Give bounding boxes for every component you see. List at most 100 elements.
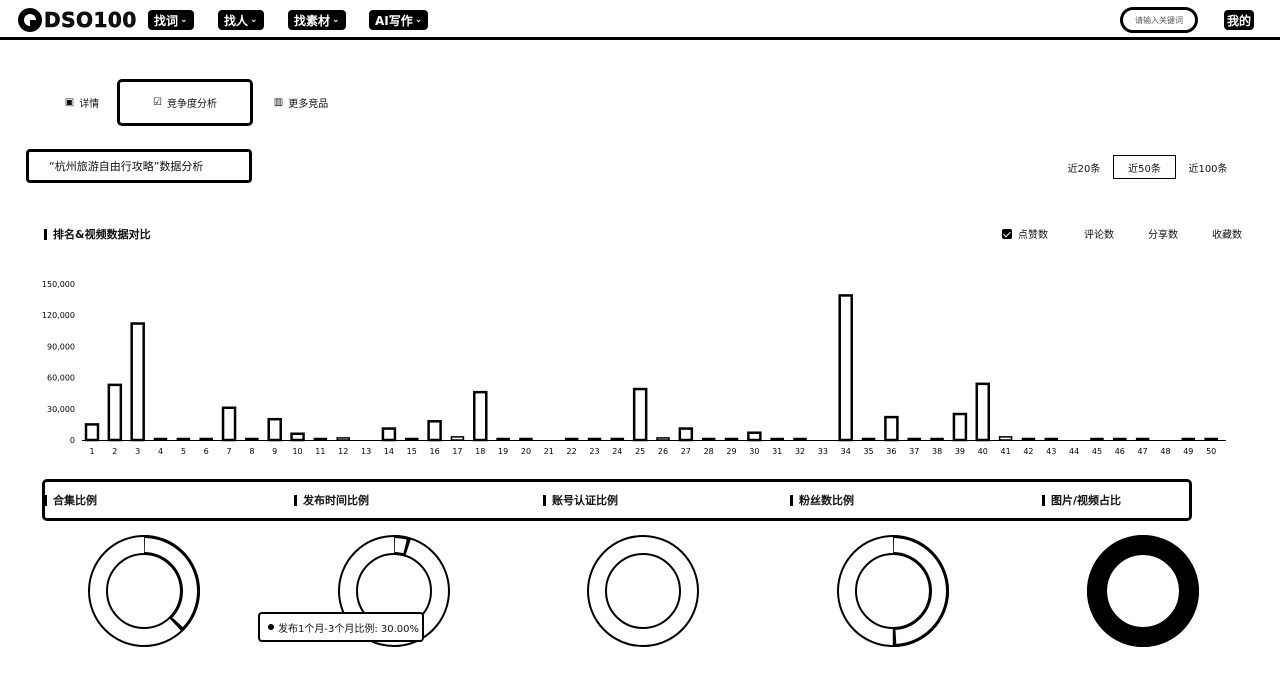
range-20[interactable]: 近20条	[1067, 163, 1101, 175]
bar[interactable]	[336, 437, 350, 441]
analysis-icon: ☑	[153, 97, 162, 108]
search-input[interactable]: 请输入关键词	[1120, 7, 1198, 33]
nav-item-find-people[interactable]: 找人 ⌄	[218, 10, 264, 30]
bar[interactable]	[450, 436, 465, 441]
bar[interactable]	[84, 423, 100, 442]
x-tick-label: 8	[249, 447, 254, 456]
bar[interactable]	[701, 437, 716, 441]
metric-likes[interactable]: 点赞数	[1002, 226, 1048, 241]
bar[interactable]	[770, 437, 784, 441]
x-tick-label: 34	[841, 447, 851, 456]
x-tick-label: 2	[112, 447, 117, 456]
bar[interactable]	[496, 437, 510, 441]
x-tick-label: 50	[1206, 447, 1216, 456]
bar[interactable]	[405, 437, 419, 441]
logo[interactable]: DSO100	[18, 8, 137, 32]
bar[interactable]	[564, 437, 579, 441]
donut-segment-fill	[91, 538, 197, 644]
stat-label: 合集比例	[53, 494, 97, 507]
bar[interactable]	[381, 427, 397, 442]
mine-menu[interactable]: 我的	[1224, 10, 1255, 30]
x-tick-label: 1	[89, 447, 94, 456]
section-title-text: 排名&视频数据对比	[53, 228, 151, 241]
x-tick-label: 43	[1046, 447, 1056, 456]
section-title: 排名&视频数据对比	[44, 226, 151, 242]
tab-competition-analysis[interactable]: ☑ 竞争度分析	[117, 79, 253, 126]
x-tick-label: 31	[772, 447, 782, 456]
nav-item-find-words[interactable]: 找词 ⌄	[148, 10, 194, 30]
bar[interactable]	[907, 437, 921, 441]
page-title: “杭州旅游自由行攻略”数据分析	[26, 149, 252, 183]
x-tick-label: 12	[338, 447, 348, 456]
stat-publish-time-ratio: 发布时间比例	[294, 492, 369, 508]
bar[interactable]	[1113, 437, 1127, 441]
tab-label: 更多竞品	[288, 98, 329, 110]
stat-verified-ratio: 账号认证比例	[543, 492, 618, 508]
top-navbar: DSO100 找词 ⌄ 找人 ⌄ 找素材 ⌄ AI写作 ⌄ 请输入关键词 我的	[0, 0, 1280, 40]
donut-verified[interactable]	[585, 533, 701, 649]
bar[interactable]	[1181, 437, 1196, 441]
bar[interactable]	[656, 437, 670, 441]
tab-more-competitors[interactable]: ▥ 更多竞品	[268, 80, 334, 124]
x-tick-label: 38	[932, 447, 942, 456]
nav-item-find-materials[interactable]: 找素材 ⌄	[288, 10, 346, 30]
bar[interactable]	[678, 427, 694, 442]
bar[interactable]	[587, 437, 602, 441]
tab-detail[interactable]: ▣ 详情	[52, 80, 112, 124]
bar[interactable]	[290, 432, 305, 442]
bar[interactable]	[473, 390, 488, 442]
section-marker	[543, 494, 546, 506]
bar[interactable]	[884, 415, 899, 442]
checkbox-icon[interactable]	[1002, 228, 1012, 239]
x-tick-label: 42	[1023, 447, 1033, 456]
bar[interactable]	[199, 437, 213, 441]
x-tick-label: 47	[1138, 447, 1148, 456]
x-tick-label: 3	[135, 447, 140, 456]
bar[interactable]	[176, 437, 191, 441]
donut-segment[interactable]	[1087, 535, 1199, 647]
donut-segment[interactable]	[338, 535, 450, 647]
bar[interactable]	[153, 437, 168, 441]
bar[interactable]	[107, 383, 123, 442]
bar[interactable]	[610, 437, 625, 441]
x-tick-label: 24	[612, 447, 622, 456]
x-tick-label: 40	[978, 447, 988, 456]
stat-image-video-ratio: 图片/视频占比	[1042, 492, 1121, 508]
bar[interactable]	[519, 437, 533, 441]
metric-comments[interactable]: 评论数	[1084, 226, 1114, 241]
logo-icon	[18, 8, 42, 32]
x-tick-label: 35	[863, 447, 873, 456]
bar[interactable]	[861, 437, 876, 441]
bar[interactable]	[747, 431, 762, 442]
bar[interactable]	[998, 436, 1013, 441]
x-tick-label: 5	[181, 447, 186, 456]
bar[interactable]	[1044, 437, 1059, 441]
nav-item-label: AI写作	[375, 13, 413, 28]
y-tick-label: 30,000	[47, 405, 75, 414]
donut-collection[interactable]	[86, 533, 202, 649]
bar[interactable]	[267, 417, 282, 442]
bar[interactable]	[724, 437, 739, 441]
donut-followers[interactable]	[835, 533, 951, 649]
bar[interactable]	[793, 437, 807, 441]
range-50[interactable]: 近50条	[1113, 155, 1176, 179]
bar[interactable]	[930, 437, 944, 441]
range-100[interactable]: 近100条	[1188, 163, 1228, 175]
bar[interactable]	[1090, 437, 1104, 441]
bar[interactable]	[221, 406, 237, 442]
donut-image-video[interactable]	[1085, 533, 1201, 649]
bar[interactable]	[838, 294, 853, 442]
bar[interactable]	[427, 420, 442, 442]
bar[interactable]	[245, 437, 259, 441]
bar[interactable]	[632, 387, 648, 442]
bar[interactable]	[1204, 437, 1218, 441]
bar[interactable]	[1135, 437, 1150, 441]
bar[interactable]	[313, 437, 328, 441]
nav-item-ai-writing[interactable]: AI写作 ⌄	[369, 10, 429, 30]
bar[interactable]	[130, 322, 145, 442]
metric-shares[interactable]: 分享数	[1148, 226, 1178, 241]
bar[interactable]	[1021, 437, 1036, 441]
bar[interactable]	[952, 412, 968, 442]
bar[interactable]	[975, 382, 991, 442]
metric-favorites[interactable]: 收藏数	[1212, 226, 1242, 241]
